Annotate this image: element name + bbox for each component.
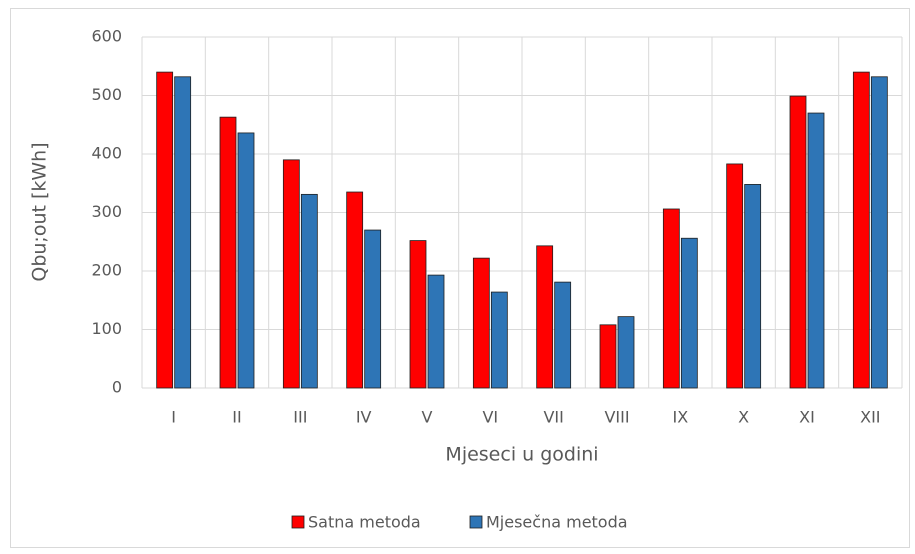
y-tick-label: 100 <box>91 319 122 338</box>
x-axis-title: Mjeseci u godini <box>445 444 598 466</box>
x-tick-label: VI <box>482 408 498 427</box>
y-tick-label: 400 <box>91 144 122 163</box>
bar <box>789 95 807 389</box>
bar <box>219 116 237 389</box>
x-tick-label: XI <box>799 408 815 427</box>
x-tick-label: IX <box>672 408 688 427</box>
x-tick-label: X <box>738 408 749 427</box>
legend-label: Satna metoda <box>308 513 421 532</box>
bar <box>870 76 888 389</box>
x-tick-label: XII <box>860 408 880 427</box>
y-tick-label: 600 <box>91 27 122 46</box>
legend-swatch <box>469 515 483 529</box>
y-tick-label: 300 <box>91 202 122 221</box>
legend-swatch <box>291 515 305 529</box>
bar <box>599 324 617 389</box>
y-tick-label: 200 <box>91 261 122 280</box>
bar <box>427 274 445 389</box>
bar <box>554 281 572 389</box>
x-tick-label: II <box>232 408 241 427</box>
bar <box>536 245 554 389</box>
bar <box>744 184 762 389</box>
x-tick-label: III <box>293 408 307 427</box>
bar <box>364 229 382 389</box>
legend-label: Mjesečna metoda <box>486 513 628 532</box>
x-tick-label: VIII <box>604 408 629 427</box>
chart-border <box>10 8 910 548</box>
bar <box>807 112 825 389</box>
bar <box>852 71 870 389</box>
bar <box>472 257 490 389</box>
y-tick-label: 500 <box>91 85 122 104</box>
bar <box>174 76 192 389</box>
bar <box>156 71 174 389</box>
x-tick-label: VII <box>543 408 563 427</box>
bar <box>617 316 635 389</box>
y-axis-title: Qbu;out [kWh] <box>29 142 51 281</box>
x-tick-label: IV <box>356 408 372 427</box>
x-tick-label: V <box>422 408 433 427</box>
bar <box>409 240 427 389</box>
bar <box>726 163 744 389</box>
bar <box>237 132 255 389</box>
bar <box>490 291 508 389</box>
bar <box>662 208 680 389</box>
x-tick-label: I <box>171 408 176 427</box>
bar <box>300 193 318 389</box>
bar <box>346 191 364 389</box>
bar <box>680 237 698 389</box>
bar <box>282 159 300 389</box>
y-tick-label: 0 <box>112 378 122 397</box>
